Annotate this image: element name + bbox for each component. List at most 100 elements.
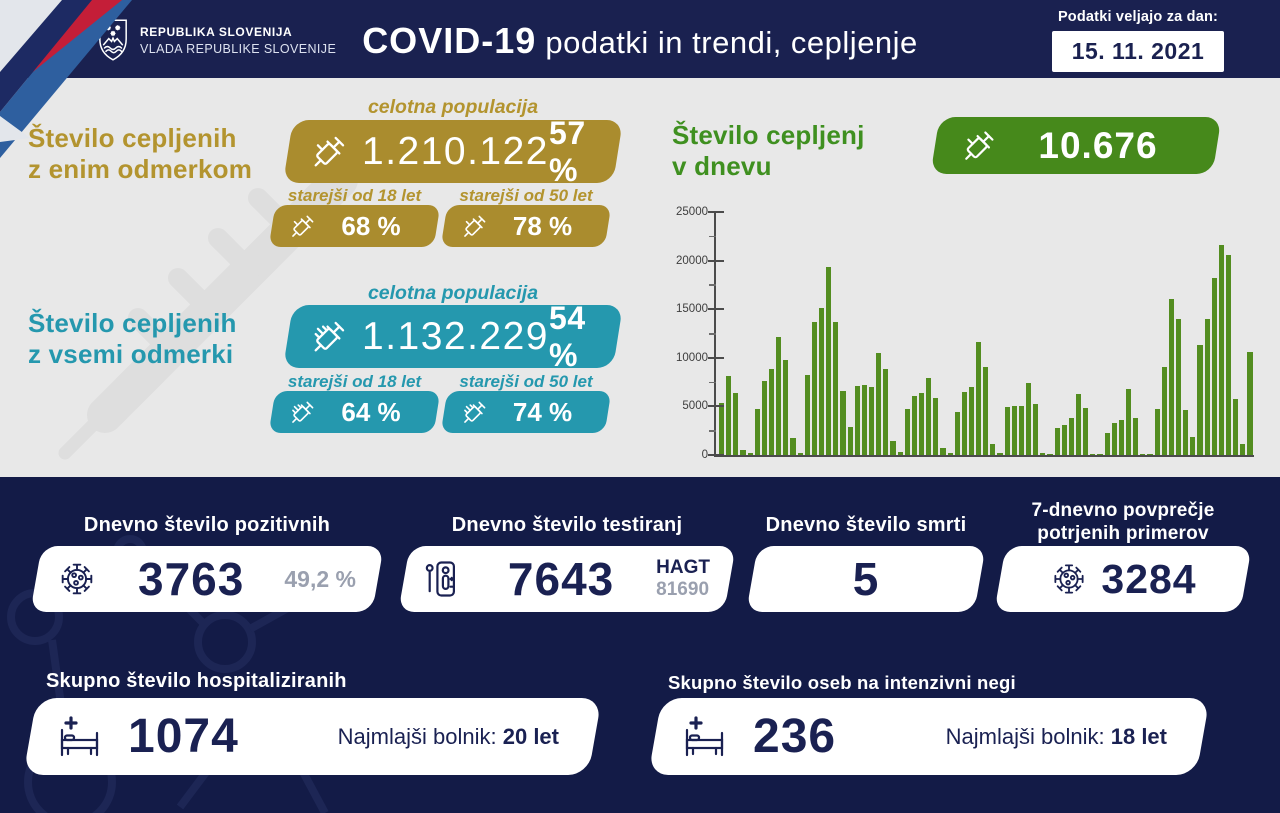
chart-bar (733, 392, 739, 455)
chart-bar (1190, 436, 1196, 455)
chart-bar (804, 375, 810, 455)
avg7-card-title: 7-dnevno povprečje potrjenih primerov (1000, 500, 1246, 546)
chart-bar (1204, 318, 1210, 455)
org-line1: REPUBLIKA SLOVENIJA (140, 25, 293, 39)
chart-bar (933, 397, 939, 455)
hospitalized-value: 1074 (128, 710, 239, 763)
positive-share: 49,2 % (284, 565, 356, 592)
date-value: 15. 11. 2021 (1052, 31, 1224, 72)
chart-bar (1225, 254, 1232, 455)
daily-vaccinations-heading-line1: Število cepljenj (672, 120, 865, 150)
full-dose-heading: Število cepljenih z vsemi odmerki (28, 308, 237, 369)
tests-card-pill: 7643 HAGT 81690 (398, 546, 736, 612)
full-dose-heading-line1: Število cepljenih (28, 308, 237, 338)
deaths-value: 5 (852, 553, 880, 605)
one-dose-total-pct: 57 % (549, 114, 586, 188)
one-dose-adults-pct: 68 % (341, 210, 401, 241)
deaths-card-title: Dnevno število smrti (765, 514, 967, 536)
chart-bar (1011, 406, 1017, 455)
syringe-multi-dose-icon (306, 314, 352, 360)
one-dose-population-label: celotna populacija (367, 96, 539, 118)
chart-bar (1133, 418, 1139, 455)
virus-icon (1049, 559, 1089, 599)
chart-bar (826, 267, 832, 455)
full-dose-total-pct: 54 % (549, 299, 586, 373)
syringe-icon (458, 210, 491, 243)
chart-bar (883, 368, 889, 455)
y-axis-minor-tick (709, 284, 716, 286)
icu-value: 236 (753, 710, 837, 763)
chart-bar (726, 376, 732, 455)
one-dose-seniors-pill: 78 % (440, 205, 612, 247)
chart-bar (776, 337, 782, 455)
chart-bar (890, 441, 896, 455)
y-axis-tick-label: 0 (701, 449, 708, 461)
full-dose-seniors-pill: 74 % (440, 391, 612, 433)
chart-bar (1068, 418, 1075, 455)
chart-bar (1083, 408, 1089, 455)
full-dose-total-pill: 1.132.229 54 % (283, 300, 623, 373)
one-dose-adults-label: starejši od 18 let (287, 186, 422, 205)
y-axis-minor-tick (709, 381, 716, 384)
chart-bar (904, 409, 910, 455)
y-axis-tick-label: 15000 (676, 303, 708, 316)
y-axis-tick-label: 10000 (676, 351, 708, 364)
chart-bar (754, 409, 760, 455)
y-axis-tick (708, 259, 724, 262)
virus-icon (56, 558, 98, 600)
chart-bar (1033, 404, 1039, 455)
avg7-card-title-line2: potrjenih primerov (1037, 522, 1209, 544)
chart-bar (1061, 424, 1067, 455)
avg7-card-pill: 3284 (994, 546, 1252, 612)
icu-card-pill: 236 Najmlajši bolnik: 18 let (648, 698, 1210, 775)
chart-bar (768, 368, 775, 455)
date-label: Podatki veljajo za dan: (1057, 9, 1219, 25)
chart-bar (847, 426, 853, 455)
one-dose-heading-line1: Število cepljenih (28, 123, 237, 153)
tests-value: 7643 (507, 553, 615, 605)
y-axis-minor-tick (709, 333, 716, 335)
tests-hagt-label: HAGT (656, 557, 710, 579)
chart-bar (997, 453, 1003, 455)
y-axis-minor-tick (709, 430, 716, 432)
positive-card-title: Dnevno število pozitivnih (83, 514, 331, 536)
one-dose-adults-pill: 68 % (268, 205, 441, 247)
hospitalized-card-title: Skupno število hospitaliziranih (46, 670, 347, 692)
tests-hagt-value: 81690 (656, 579, 710, 600)
chart-bar (861, 385, 867, 455)
avg7-card-title-line1: 7-dnevno povprečje (1031, 500, 1215, 521)
chart-bar (719, 402, 725, 455)
chart-bar (926, 378, 932, 455)
chart-bar (918, 392, 925, 455)
syringe-icon (306, 129, 352, 175)
chart-bar (1040, 453, 1046, 455)
syringe-icon (286, 210, 319, 243)
y-axis-tick-label: 5000 (682, 400, 708, 413)
chart-bar (1054, 427, 1060, 455)
chart-bar (840, 390, 846, 455)
y-axis-tick (708, 211, 724, 213)
chart-bar (747, 453, 753, 455)
icu-note-label: Najmlajši bolnik: (945, 723, 1105, 749)
full-dose-seniors-label: starejši od 50 let (459, 372, 593, 391)
chart-bar (954, 412, 960, 455)
chart-bar (783, 359, 789, 455)
org-line2: VLADA REPUBLIKE SLOVENIJE (140, 42, 337, 56)
chart-bar (833, 321, 839, 455)
corner-flag-ribbon (0, 0, 132, 158)
icu-note-value: 18 let (1110, 723, 1167, 749)
government-name: REPUBLIKA SLOVENIJA VLADA REPUBLIKE SLOV… (140, 25, 336, 56)
chart-bar (1211, 278, 1217, 455)
hospital-bed-icon (681, 715, 731, 759)
chart-plot: 0 5000 10000 15000 20000 25000 (676, 206, 1254, 461)
chart-bar (1076, 393, 1082, 455)
y-axis-tick (708, 308, 724, 311)
chart-bar (1118, 420, 1125, 455)
hospitalized-card-pill: 1074 Najmlajši bolnik: 20 let (23, 698, 602, 775)
positive-value: 3763 (138, 553, 245, 605)
full-dose-adults-pill: 64 % (268, 391, 441, 433)
page-title-bold: COVID-19 (362, 20, 537, 61)
chart-bar (1111, 422, 1117, 455)
hospitalized-note-label: Najmlajši bolnik: (337, 723, 497, 749)
chart-bar (1161, 366, 1167, 455)
